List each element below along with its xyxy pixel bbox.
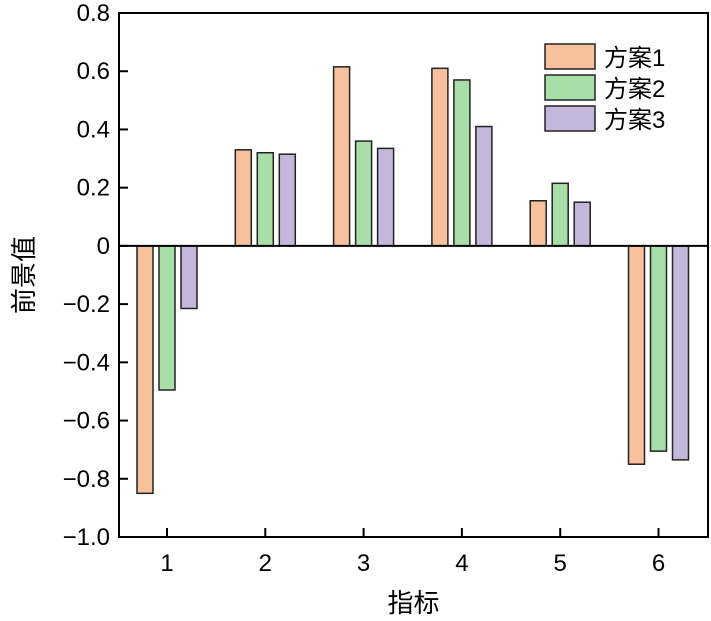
- legend-label: 方案1: [604, 45, 665, 72]
- y-tick-label: −0.6: [63, 408, 110, 435]
- bar: [529, 200, 547, 247]
- x-tick-label: 6: [652, 550, 665, 577]
- y-tick-label: −0.4: [63, 349, 110, 376]
- y-tick-label: 0.4: [77, 116, 110, 143]
- bar: [453, 79, 471, 247]
- y-tick-label: 0.6: [77, 58, 110, 85]
- y-tick-label: −0.8: [63, 466, 110, 493]
- y-tick-label: −0.2: [63, 291, 110, 318]
- x-tick-label: 5: [554, 550, 567, 577]
- bar: [475, 125, 493, 247]
- bars-group: [136, 66, 690, 495]
- bar: [551, 182, 569, 247]
- x-tick-label: 1: [160, 550, 173, 577]
- bar: [573, 201, 591, 247]
- legend-swatch: [544, 105, 596, 132]
- y-tick-label: −1.0: [63, 524, 110, 551]
- bar: [180, 245, 198, 310]
- bar: [376, 147, 395, 247]
- legend-swatch: [544, 43, 596, 70]
- bar: [332, 66, 351, 247]
- x-tick-label: 2: [259, 550, 272, 577]
- bar: [354, 140, 373, 247]
- x-tick-label: 3: [357, 550, 370, 577]
- y-tick-label: 0: [97, 233, 110, 260]
- bar: [158, 245, 176, 391]
- bar: [234, 149, 253, 247]
- legend-label: 方案2: [604, 76, 665, 103]
- bar: [627, 245, 646, 465]
- x-tick-label: 4: [455, 550, 468, 577]
- y-tick-label: 0.8: [77, 0, 110, 27]
- x-axis-label: 指标: [387, 588, 439, 618]
- axis-ticks: 0.8 0.6 0.4 0.2 0 −0.2 −0.4 −0.6 −0.8 −1.0 1 2 3 4 5 6: [63, 0, 666, 577]
- plot-frame: [118, 12, 709, 538]
- bar: [671, 245, 690, 461]
- bar: [136, 245, 154, 495]
- bar: [256, 151, 275, 247]
- legend: 方案1 方案2 方案3: [544, 43, 665, 134]
- y-tick-label: 0.2: [77, 175, 110, 202]
- y-axis-label: 前景值: [9, 236, 39, 314]
- legend-label: 方案3: [604, 107, 665, 134]
- bar: [278, 153, 297, 247]
- bar: [431, 67, 449, 247]
- legend-swatch: [544, 74, 596, 101]
- bar: [649, 245, 668, 452]
